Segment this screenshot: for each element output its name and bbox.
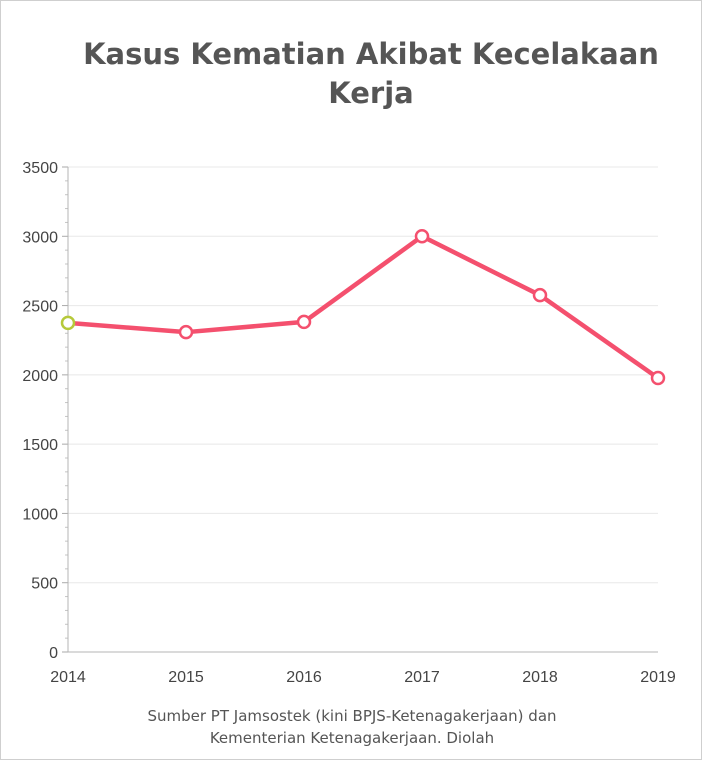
y-tick-label: 0 bbox=[49, 645, 58, 662]
data-point bbox=[414, 229, 430, 244]
series-line bbox=[65, 234, 661, 381]
source-note: Sumber PT Jamsostek (kini BPJS-Ketenagak… bbox=[1, 705, 702, 749]
chart-title: Kasus Kematian Akibat Kecelakaan Kerja bbox=[83, 37, 659, 110]
y-tick-label: 3000 bbox=[22, 229, 58, 246]
source-line-1: Sumber PT Jamsostek (kini BPJS-Ketenagak… bbox=[147, 707, 557, 725]
series-path bbox=[65, 234, 661, 381]
y-tick-label: 1000 bbox=[22, 506, 58, 523]
x-tick-label: 2017 bbox=[404, 669, 440, 686]
y-tick-label: 2000 bbox=[22, 368, 58, 385]
data-point bbox=[60, 315, 76, 331]
source-line-2: Kementerian Ketenagakerjaan. Diolah bbox=[209, 729, 495, 747]
x-tick-label: 2014 bbox=[50, 669, 86, 686]
data-point bbox=[650, 370, 666, 386]
axes bbox=[62, 166, 658, 653]
data-point bbox=[296, 314, 312, 330]
y-tick-label: 3500 bbox=[22, 160, 58, 177]
y-tick-labels: 0 500 1000 1500 2000 2500 3000 3500 bbox=[22, 160, 58, 662]
x-tick-label: 2018 bbox=[522, 669, 558, 686]
y-tick-label: 500 bbox=[31, 576, 58, 593]
data-point bbox=[532, 287, 548, 303]
y-tick-label: 2500 bbox=[22, 299, 58, 316]
x-tick-labels: 2014 2015 2016 2017 2018 2019 bbox=[50, 669, 676, 686]
data-points bbox=[60, 229, 666, 386]
data-point bbox=[178, 324, 194, 340]
y-tick-label: 1500 bbox=[22, 437, 58, 454]
x-tick-label: 2019 bbox=[640, 669, 676, 686]
x-tick-label: 2015 bbox=[168, 669, 204, 686]
x-tick-label: 2016 bbox=[286, 669, 322, 686]
gridlines bbox=[68, 166, 658, 584]
